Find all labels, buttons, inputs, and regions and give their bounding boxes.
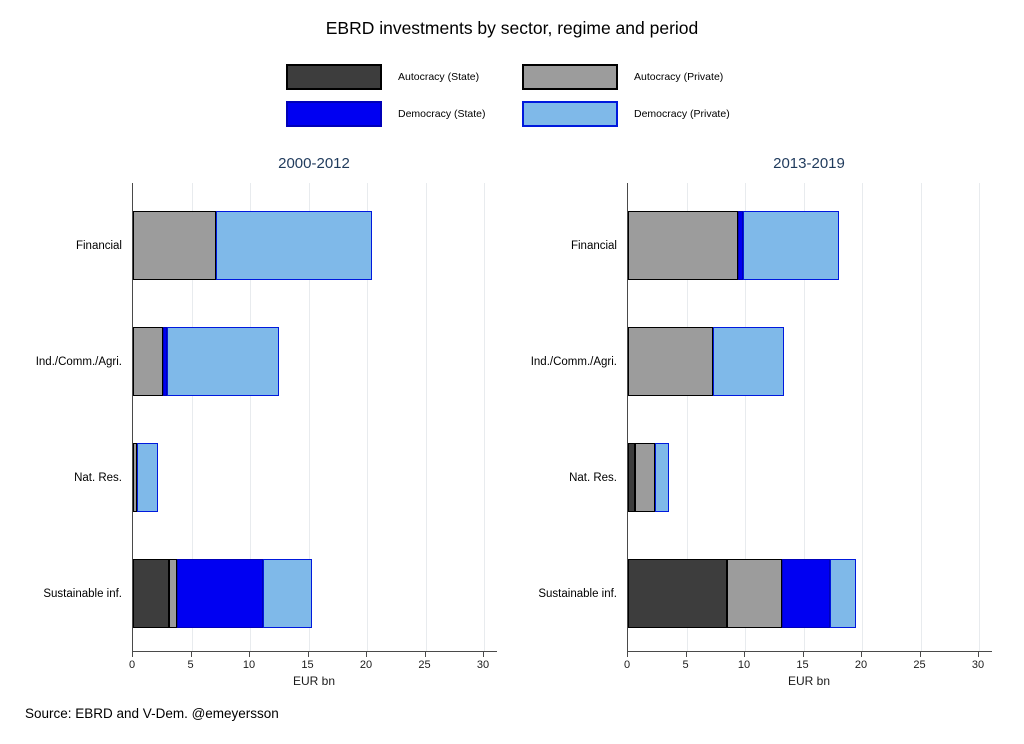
bar-segment-democracy-state- xyxy=(163,327,167,396)
axis-tick-label: 0 xyxy=(623,659,631,671)
category-label: Nat. Res. xyxy=(74,471,122,484)
gridline xyxy=(308,183,310,651)
legend-item-autocracy-state: Autocracy (State) xyxy=(286,64,522,90)
axis-tick-label: 20 xyxy=(359,659,373,671)
axis-tick-label: 30 xyxy=(476,659,490,671)
legend-label: Democracy (Private) xyxy=(634,108,730,120)
axis-tick xyxy=(919,652,921,657)
category-label: Financial xyxy=(75,239,122,252)
chart-title: EBRD investments by sector, regime and p… xyxy=(325,18,699,38)
axis-tick xyxy=(802,652,804,657)
axis-tick-label: 10 xyxy=(737,659,751,671)
bar-segment-democracy-state- xyxy=(177,559,263,628)
gridline xyxy=(484,183,485,651)
gridline xyxy=(367,183,368,651)
autocracy-private-swatch xyxy=(522,64,618,90)
axis-tick-label: 15 xyxy=(301,659,314,671)
bar-segment-democracy-state- xyxy=(737,211,743,280)
bar-segment-autocracy-state- xyxy=(628,443,636,512)
gridline xyxy=(686,183,688,651)
bar-segment-autocracy-private- xyxy=(628,211,738,280)
chart-panel-2013-2019: 2013-2019 Financial Ind./Comm./Agri. Nat. … xyxy=(495,155,1000,715)
axis-tick-label: 5 xyxy=(682,659,689,671)
legend-label: Autocracy (State) xyxy=(398,71,480,83)
bar-segment-autocracy-private- xyxy=(628,327,714,396)
axis-tick xyxy=(744,652,745,657)
bar-segment-autocracy-private- xyxy=(635,443,655,512)
source-note: Source: EBRD and V-Dem. @emeyersson xyxy=(25,706,279,721)
bar-segment-autocracy-private- xyxy=(133,211,217,280)
bar-segment-democracy-private- xyxy=(136,443,158,512)
axis-tick xyxy=(307,652,309,657)
axis-tick xyxy=(249,652,250,657)
democracy-state-swatch xyxy=(286,101,382,127)
bar-segment-autocracy-private- xyxy=(133,443,137,512)
legend-label: Democracy (State) xyxy=(398,108,486,120)
axis-tick-label: 25 xyxy=(418,659,431,671)
axis-tick-label: 0 xyxy=(128,659,136,671)
bar-segment-democracy-private- xyxy=(713,327,784,396)
bar-segment-democracy-private- xyxy=(166,327,280,396)
chart-panel-2000-2012: 2000-2012 Financial Ind./Comm./Agri. Nat. … xyxy=(0,155,505,715)
gridline xyxy=(425,183,427,651)
axis-tick-label: 20 xyxy=(854,659,868,671)
category-label: Financial xyxy=(570,239,617,252)
bar-segment-democracy-private- xyxy=(216,211,372,280)
axis-tick-label: 25 xyxy=(913,659,926,671)
bar-segment-autocracy-state- xyxy=(628,559,728,628)
axis-tick xyxy=(424,652,426,657)
panel-subtitle: 2013-2019 xyxy=(773,155,845,172)
gridline xyxy=(803,183,805,651)
axis-tick-label: 10 xyxy=(242,659,256,671)
legend-item-democracy-private: Democracy (Private) xyxy=(522,101,758,127)
legend: Autocracy (State) Autocracy (Private) De… xyxy=(286,64,756,127)
bar-segment-democracy-state- xyxy=(782,559,831,628)
x-axis-label: EUR bn xyxy=(292,674,336,688)
bar-segment-autocracy-private- xyxy=(727,559,783,628)
plot-area xyxy=(627,183,992,652)
axis-tick xyxy=(190,652,192,657)
axis-tick-label: 30 xyxy=(971,659,985,671)
axis-tick xyxy=(861,652,862,657)
axis-tick xyxy=(366,652,367,657)
gridline xyxy=(745,183,746,651)
gridline xyxy=(191,183,193,651)
category-label: Nat. Res. xyxy=(569,471,617,484)
plot-area xyxy=(132,183,497,652)
axis-tick xyxy=(685,652,687,657)
category-label: Sustainable inf. xyxy=(538,587,617,600)
axis-tick xyxy=(627,652,628,657)
bar-segment-democracy-private- xyxy=(654,443,669,512)
axis-tick xyxy=(978,652,979,657)
autocracy-state-swatch xyxy=(286,64,382,90)
bar-segment-autocracy-private- xyxy=(169,559,178,628)
bar-segment-autocracy-state- xyxy=(133,559,170,628)
bar-segment-democracy-private- xyxy=(262,559,312,628)
gridline xyxy=(862,183,863,651)
axis-tick xyxy=(483,652,484,657)
axis-tick-label: 15 xyxy=(796,659,809,671)
category-label: Sustainable inf. xyxy=(43,587,122,600)
panel-subtitle: 2000-2012 xyxy=(278,155,350,172)
bar-segment-democracy-private- xyxy=(742,211,839,280)
category-label: Ind./Comm./Agri. xyxy=(35,355,122,368)
x-axis-label: EUR bn xyxy=(787,674,831,688)
legend-item-democracy-state: Democracy (State) xyxy=(286,101,522,127)
legend-item-autocracy-private: Autocracy (Private) xyxy=(522,64,758,90)
axis-tick xyxy=(132,652,133,657)
gridline xyxy=(979,183,980,651)
bar-segment-democracy-private- xyxy=(830,559,857,628)
category-label: Ind./Comm./Agri. xyxy=(530,355,617,368)
gridline xyxy=(920,183,922,651)
democracy-private-swatch xyxy=(522,101,618,127)
bar-segment-autocracy-private- xyxy=(133,327,164,396)
legend-label: Autocracy (Private) xyxy=(634,71,724,83)
gridline xyxy=(250,183,251,651)
axis-tick-label: 5 xyxy=(187,659,194,671)
